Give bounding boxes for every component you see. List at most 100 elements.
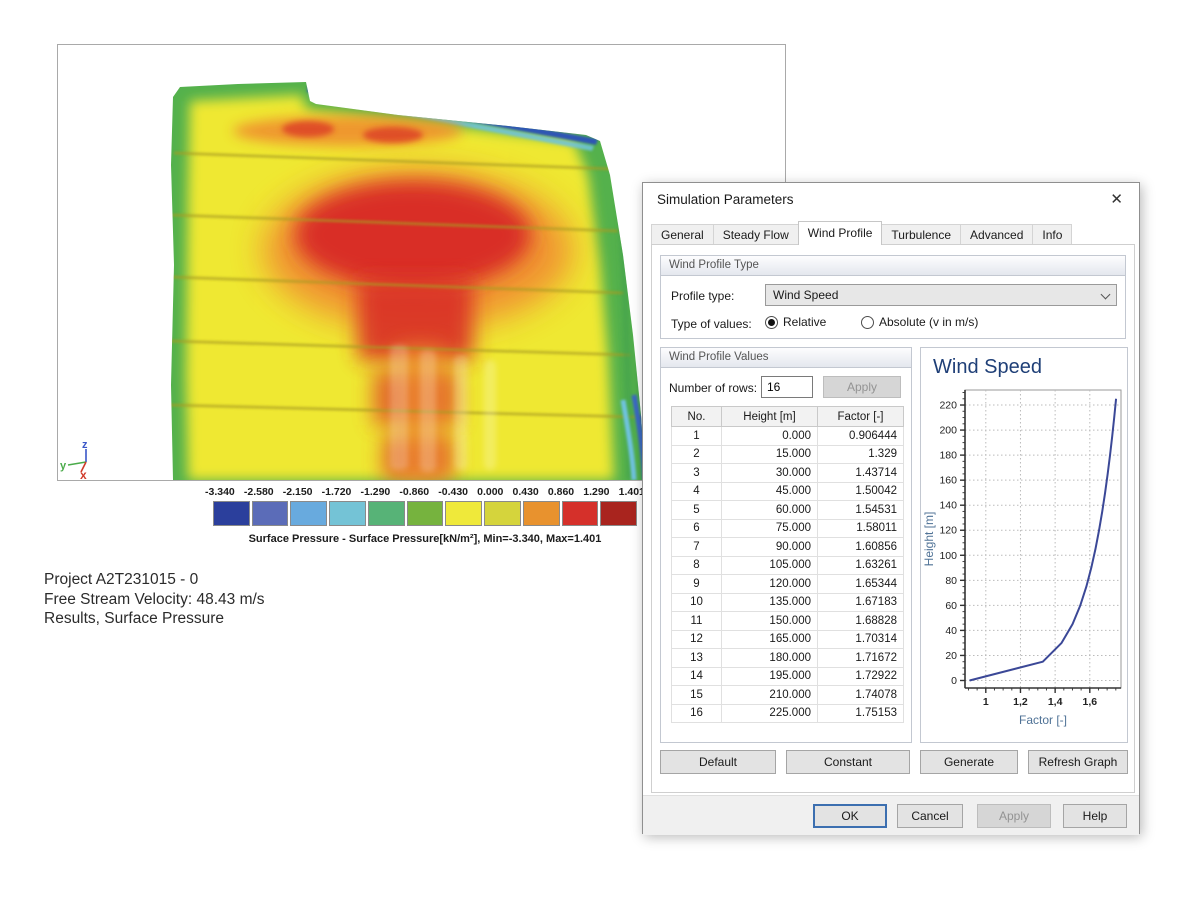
factor-cell[interactable]: 1.71672	[817, 648, 904, 668]
row-number-cell[interactable]: 8	[671, 555, 722, 575]
profile-type-dropdown[interactable]: Wind Speed	[765, 284, 1117, 306]
table-row: 2 15.000 1.329	[671, 444, 904, 464]
tab-wind-profile[interactable]: Wind Profile	[797, 221, 883, 245]
row-number-cell[interactable]: 11	[671, 611, 722, 631]
apply-rows-button[interactable]: Apply	[823, 376, 901, 398]
svg-text:1,2: 1,2	[1013, 696, 1028, 708]
row-number-cell[interactable]: 7	[671, 537, 722, 557]
legend-swatch	[522, 501, 560, 526]
row-number-cell[interactable]: 14	[671, 666, 722, 686]
svg-text:100: 100	[939, 550, 957, 562]
table-row: 14 195.000 1.72922	[671, 666, 904, 686]
wind-speed-chart-panel: Wind Speed 0 20 40 60 80 100 120 140 160 180 200 22…	[920, 347, 1128, 743]
tab-advanced[interactable]: Advanced	[960, 224, 1034, 245]
project-info-line: Results, Surface Pressure	[44, 610, 225, 627]
legend-color-scale	[213, 501, 638, 526]
row-number-cell[interactable]: 9	[671, 574, 722, 594]
radio-relative[interactable]: Relative	[765, 315, 826, 329]
factor-cell[interactable]: 1.60856	[817, 537, 904, 557]
height-cell[interactable]: 210.000	[721, 685, 818, 705]
height-cell[interactable]: 30.000	[721, 463, 818, 483]
height-cell[interactable]: 75.000	[721, 518, 818, 538]
svg-text:200: 200	[939, 425, 957, 437]
factor-cell[interactable]: 1.58011	[817, 518, 904, 538]
factor-cell[interactable]: 1.74078	[817, 685, 904, 705]
type-of-values-label: Type of values:	[671, 317, 752, 331]
height-cell[interactable]: 135.000	[721, 592, 818, 612]
wind-profile-values-group: Wind Profile Values Number of rows: Appl…	[660, 347, 912, 743]
row-number-cell[interactable]: 5	[671, 500, 722, 520]
height-cell[interactable]: 195.000	[721, 666, 818, 686]
row-number-cell[interactable]: 6	[671, 518, 722, 538]
number-of-rows-input[interactable]	[761, 376, 813, 398]
height-cell[interactable]: 180.000	[721, 648, 818, 668]
height-cell[interactable]: 150.000	[721, 611, 818, 631]
radio-unselected-icon	[861, 315, 874, 329]
number-of-rows-label: Number of rows:	[669, 381, 758, 395]
dialog-footer: OK Cancel Apply Help	[643, 795, 1139, 835]
tab-steady-flow[interactable]: Steady Flow	[712, 224, 799, 245]
row-number-cell[interactable]: 16	[671, 703, 722, 723]
height-cell[interactable]: 90.000	[721, 537, 818, 557]
factor-cell[interactable]: 0.906444	[817, 426, 904, 446]
tab-general[interactable]: General	[651, 224, 714, 245]
legend-swatch	[484, 501, 521, 526]
svg-text:120: 120	[939, 525, 957, 537]
height-cell[interactable]: 60.000	[721, 500, 818, 520]
factor-cell[interactable]: 1.329	[817, 444, 904, 464]
help-button[interactable]: Help	[1063, 804, 1127, 828]
factor-cell[interactable]: 1.67183	[817, 592, 904, 612]
row-number-cell[interactable]: 1	[671, 426, 722, 446]
table-row: 9 120.000 1.65344	[671, 574, 904, 594]
height-cell[interactable]: 120.000	[721, 574, 818, 594]
table-row: 6 75.000 1.58011	[671, 518, 904, 538]
factor-cell[interactable]: 1.43714	[817, 463, 904, 483]
svg-text:z: z	[82, 439, 88, 451]
cancel-button[interactable]: Cancel	[897, 804, 963, 828]
chevron-down-icon	[1100, 289, 1111, 300]
radio-selected-icon	[765, 315, 778, 329]
tab-turbulence[interactable]: Turbulence	[881, 224, 962, 245]
svg-text:60: 60	[945, 600, 957, 612]
row-number-cell[interactable]: 12	[671, 629, 722, 649]
height-cell[interactable]: 0.000	[721, 426, 818, 446]
tab-info[interactable]: Info	[1032, 224, 1073, 245]
height-cell[interactable]: 105.000	[721, 555, 818, 575]
factor-cell[interactable]: 1.68828	[817, 611, 904, 631]
factor-cell[interactable]: 1.63261	[817, 555, 904, 575]
height-cell[interactable]: 15.000	[721, 444, 818, 464]
height-cell[interactable]: 165.000	[721, 629, 818, 649]
ok-button[interactable]: OK	[813, 804, 887, 828]
project-info-line: Free Stream Velocity: 48.43 m/s	[44, 590, 265, 608]
close-icon[interactable]: ✕	[1110, 191, 1123, 208]
factor-cell[interactable]: 1.70314	[817, 629, 904, 649]
factor-cell[interactable]: 1.50042	[817, 481, 904, 501]
row-number-cell[interactable]: 3	[671, 463, 722, 483]
table-row: 11 150.000 1.68828	[671, 611, 904, 631]
table-row: 1 0.000 0.906444	[671, 426, 904, 446]
factor-cell[interactable]: 1.72922	[817, 666, 904, 686]
svg-text:y: y	[60, 460, 67, 472]
radio-absolute[interactable]: Absolute (v in m/s)	[861, 315, 978, 329]
row-number-cell[interactable]: 4	[671, 481, 722, 501]
row-number-cell[interactable]: 10	[671, 592, 722, 612]
factor-cell[interactable]: 1.54531	[817, 500, 904, 520]
row-number-cell[interactable]: 13	[671, 648, 722, 668]
default-button[interactable]: Default	[660, 750, 776, 774]
chart-title: Wind Speed	[933, 356, 1042, 378]
row-number-cell[interactable]: 2	[671, 444, 722, 464]
refresh-graph-button[interactable]: Refresh Graph	[1028, 750, 1128, 774]
generate-button[interactable]: Generate	[920, 750, 1018, 774]
apply-button[interactable]: Apply	[977, 804, 1051, 828]
radio-relative-label: Relative	[783, 315, 827, 329]
factor-cell[interactable]: 1.65344	[817, 574, 904, 594]
factor-cell[interactable]: 1.75153	[817, 703, 904, 723]
height-cell[interactable]: 225.000	[721, 703, 818, 723]
legend-tick: 1.401	[618, 486, 645, 498]
legend-tick: 0.430	[512, 486, 539, 498]
constant-button[interactable]: Constant	[786, 750, 910, 774]
height-cell[interactable]: 45.000	[721, 481, 818, 501]
row-number-cell[interactable]: 15	[671, 685, 722, 705]
legend-tick: 1.290	[583, 486, 610, 498]
